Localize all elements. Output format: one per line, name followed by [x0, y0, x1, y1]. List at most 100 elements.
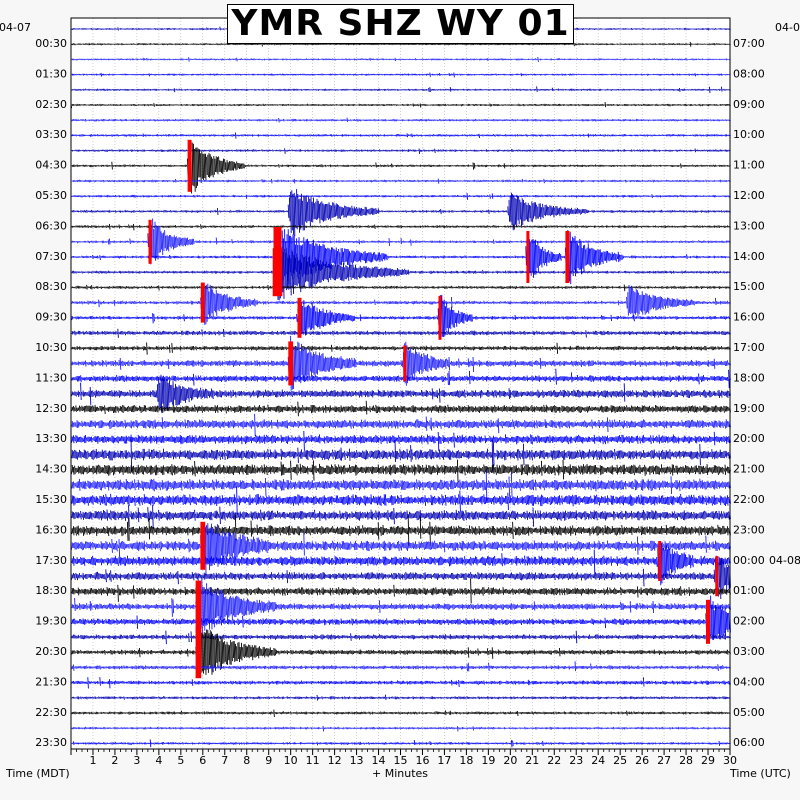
left-hour-label: 06:30: [35, 219, 67, 232]
x-tick-label: 9: [265, 754, 272, 767]
right-hour-label: 13:00: [733, 219, 765, 232]
right-hour-label: 08:00: [733, 67, 765, 80]
right-hour-label: 18:00: [733, 371, 765, 384]
left-hour-label: 15:30: [35, 493, 67, 506]
right-hour-label: 10:00: [733, 128, 765, 141]
x-tick-label: 4: [155, 754, 162, 767]
left-hour-label: 14:30: [35, 463, 67, 476]
x-tick-label: 28: [679, 754, 693, 767]
right-hour-label: 19:00: [733, 402, 765, 415]
clip-marker-layer: [148, 139, 719, 679]
right-hour-label: 05:00: [733, 706, 765, 719]
clipped-event-marker: [565, 231, 570, 283]
right-hour-label: 06:00: [733, 736, 765, 749]
x-tick-label: 8: [243, 754, 250, 767]
left-hour-label: 20:30: [35, 645, 67, 658]
clipped-event-marker: [438, 295, 442, 340]
right-hour-label: 21:00: [733, 463, 765, 476]
left-hour-label: 16:30: [35, 523, 67, 536]
chart-title: YMR SHZ WY 01: [231, 3, 570, 44]
left-hour-label: 00:30: [35, 37, 67, 50]
x-tick-label: 7: [221, 754, 228, 767]
x-tick-label: 11: [306, 754, 320, 767]
right-hour-label: 23:00: [733, 523, 765, 536]
right-axis-title: Time (UTC): [729, 767, 791, 780]
clipped-event-marker: [148, 219, 152, 264]
x-axis-title: + Minutes: [372, 767, 428, 780]
left-hour-label: 03:30: [35, 128, 67, 141]
left-hour-label: 11:30: [35, 371, 67, 384]
x-tick-label: 14: [372, 754, 386, 767]
x-tick-label: 17: [437, 754, 451, 767]
right-hour-label: 14:00: [733, 250, 765, 263]
right-hour-label: 01:00: [733, 584, 765, 597]
right-hour-label: 22:00: [733, 493, 765, 506]
left-hour-label: 07:30: [35, 250, 67, 263]
x-tick-label: 26: [635, 754, 649, 767]
clipped-event-marker: [706, 599, 710, 644]
x-tick-label: 12: [328, 754, 342, 767]
left-hour-label: 21:30: [35, 675, 67, 688]
clipped-event-marker: [200, 521, 206, 570]
y-axis-labels: 00:30 01:30 02:30 03:30 04:30 05:30 06:30 07:30…: [35, 37, 800, 749]
left-hour-label: 19:30: [35, 615, 67, 628]
trace-layer: [70, 26, 731, 748]
x-tick-label: 6: [199, 754, 206, 767]
right-hour-label: 04:00: [733, 675, 765, 688]
left-date-label: 04-07: [0, 21, 31, 34]
clipped-event-marker: [288, 341, 294, 386]
left-hour-label: 05:30: [35, 189, 67, 202]
left-hour-label: 13:30: [35, 432, 67, 445]
clipped-event-marker: [187, 139, 192, 192]
right-hour-label: 02:00: [733, 615, 765, 628]
right-hour-label: 17:00: [733, 341, 765, 354]
x-tick-label: 19: [481, 754, 495, 767]
x-tick-label: 24: [591, 754, 605, 767]
left-hour-label: 02:30: [35, 98, 67, 111]
x-tick-label: 23: [569, 754, 583, 767]
right-hour-label: 20:00: [733, 432, 765, 445]
x-tick-label: 1: [89, 754, 96, 767]
right-hour-label: 12:00: [733, 189, 765, 202]
right-hour-label: 11:00: [733, 159, 765, 172]
left-hour-label: 08:30: [35, 280, 67, 293]
right-hour-label: 16:00: [733, 311, 765, 324]
x-tick-label: 16: [415, 754, 429, 767]
right-date-change-label: 04-08: [769, 554, 800, 567]
x-tick-label: 21: [525, 754, 539, 767]
x-tick-label: 5: [177, 754, 184, 767]
left-axis-title: Time (MDT): [5, 767, 70, 780]
x-tick-label: 2: [111, 754, 118, 767]
left-hour-label: 09:30: [35, 311, 67, 324]
chart-title-box: YMR SHZ WY 01: [227, 4, 574, 44]
right-date-label-top: 04-0: [775, 21, 800, 34]
clipped-event-marker: [715, 556, 719, 597]
x-tick-label: 20: [503, 754, 517, 767]
right-hour-label: 15:00: [733, 280, 765, 293]
clipped-event-marker: [658, 541, 662, 581]
x-tick-label: 27: [657, 754, 671, 767]
x-tick-label: 10: [284, 754, 298, 767]
x-tick-label: 15: [394, 754, 408, 767]
left-hour-label: 23:30: [35, 736, 67, 749]
x-tick-label: 13: [350, 754, 364, 767]
clipped-event-marker: [403, 345, 407, 382]
right-hour-label: 03:00: [733, 645, 765, 658]
left-hour-label: 01:30: [35, 67, 67, 80]
left-hour-label: 17:30: [35, 554, 67, 567]
clipped-event-marker: [195, 626, 202, 679]
clipped-event-marker: [272, 248, 283, 297]
clipped-event-marker: [297, 297, 302, 338]
left-hour-label: 04:30: [35, 159, 67, 172]
right-hour-label: 09:00: [733, 98, 765, 111]
x-tick-label: 29: [701, 754, 715, 767]
left-hour-label: 10:30: [35, 341, 67, 354]
x-tick-label: 25: [613, 754, 627, 767]
clipped-event-marker: [526, 231, 530, 283]
x-tick-label: 18: [459, 754, 473, 767]
left-hour-label: 12:30: [35, 402, 67, 415]
clipped-event-marker: [195, 580, 202, 633]
clipped-event-marker: [200, 282, 205, 323]
x-axis: 1 2 3 4 5 6 7 8 9 10 11 12 13 14 15 16 17 18 19 20 21 22 23 24 2…: [70, 749, 737, 767]
